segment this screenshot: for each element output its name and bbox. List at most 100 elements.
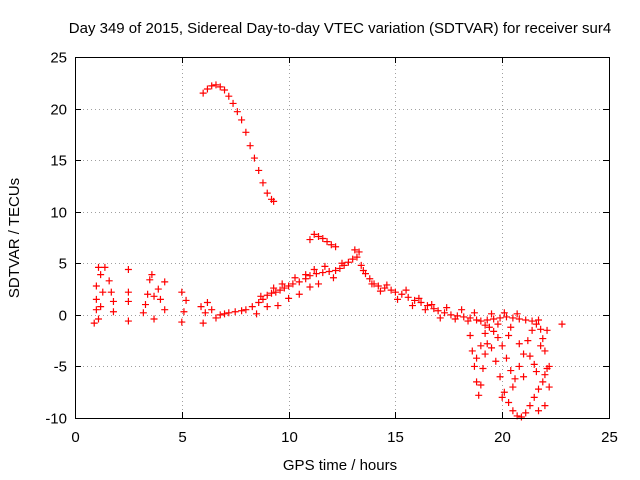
data-point (272, 288, 280, 296)
data-point (197, 303, 205, 311)
data-point (423, 302, 431, 310)
data-point (528, 317, 536, 325)
data-point (306, 272, 314, 280)
data-point (312, 270, 320, 278)
x-axis-label: GPS time / hours (283, 457, 397, 474)
y-tick-label: -10 (45, 411, 67, 428)
data-point (310, 265, 318, 273)
data-point (178, 288, 186, 296)
data-point (511, 375, 519, 383)
data-point (539, 378, 547, 386)
data-point (182, 296, 190, 304)
data-point (332, 243, 340, 251)
data-point (532, 320, 540, 328)
data-point (216, 83, 224, 91)
data-point (336, 264, 344, 272)
data-point (124, 297, 132, 305)
data-point (481, 321, 489, 329)
data-point (515, 362, 523, 370)
data-point (349, 255, 357, 263)
data-point (146, 276, 154, 284)
data-point (285, 282, 293, 290)
series-main-track-scatter (253, 246, 521, 331)
data-point (92, 306, 100, 314)
data-point (509, 314, 517, 322)
data-point (470, 362, 478, 370)
data-point (458, 306, 466, 314)
x-tick-label: 10 (281, 429, 298, 446)
data-point (221, 86, 229, 94)
data-point (109, 297, 117, 305)
data-point (263, 291, 271, 299)
data-point (355, 248, 363, 256)
data-point (199, 89, 207, 97)
chart-title: Day 349 of 2015, Sidereal Day-to-day VTE… (69, 20, 611, 37)
data-point (238, 116, 246, 124)
data-point (139, 309, 147, 317)
data-point (257, 292, 265, 300)
data-point (161, 306, 169, 314)
data-point (394, 295, 402, 303)
data-point (178, 318, 186, 326)
data-point (306, 236, 314, 244)
data-point (199, 319, 207, 327)
data-point (417, 298, 425, 306)
data-point (94, 263, 102, 271)
data-point (99, 288, 107, 296)
data-point (295, 278, 303, 286)
data-point (515, 340, 523, 348)
data-point (338, 259, 346, 267)
data-point (537, 325, 545, 333)
data-point (477, 317, 485, 325)
data-point (475, 391, 483, 399)
data-point (496, 314, 504, 322)
data-point (225, 92, 233, 100)
data-point (509, 383, 517, 391)
data-point (545, 383, 553, 391)
data-point (319, 235, 327, 243)
data-point (291, 274, 299, 282)
data-points (90, 81, 566, 421)
data-point (344, 258, 352, 266)
data-point (500, 309, 508, 317)
data-point (295, 290, 303, 298)
data-point (496, 373, 504, 381)
data-point (376, 287, 384, 295)
data-point (229, 99, 237, 107)
data-point (428, 301, 436, 309)
grid-lines (75, 57, 609, 418)
data-point (404, 293, 412, 301)
data-point (558, 320, 566, 328)
data-point (517, 413, 525, 421)
data-point (408, 302, 416, 310)
data-point (231, 308, 239, 316)
data-point (161, 278, 169, 286)
data-point (488, 344, 496, 352)
data-point (492, 357, 500, 365)
data-point (488, 310, 496, 318)
data-point (250, 154, 258, 162)
data-point (473, 316, 481, 324)
data-point (327, 241, 335, 249)
data-point (221, 310, 229, 318)
data-point (242, 128, 250, 136)
data-point (481, 329, 489, 337)
data-point (391, 288, 399, 296)
data-point (520, 373, 528, 381)
data-point (285, 294, 293, 302)
data-point (447, 311, 455, 319)
data-point (494, 334, 502, 342)
data-point (278, 280, 286, 288)
data-point (522, 409, 530, 417)
data-point (124, 288, 132, 296)
data-point (398, 290, 406, 298)
data-point (509, 407, 517, 415)
data-point (468, 347, 476, 355)
data-point (325, 268, 333, 276)
data-point (366, 275, 374, 283)
data-point (535, 316, 543, 324)
data-point (208, 82, 216, 90)
data-point (436, 314, 444, 322)
data-point (212, 314, 220, 322)
data-point (323, 238, 331, 246)
